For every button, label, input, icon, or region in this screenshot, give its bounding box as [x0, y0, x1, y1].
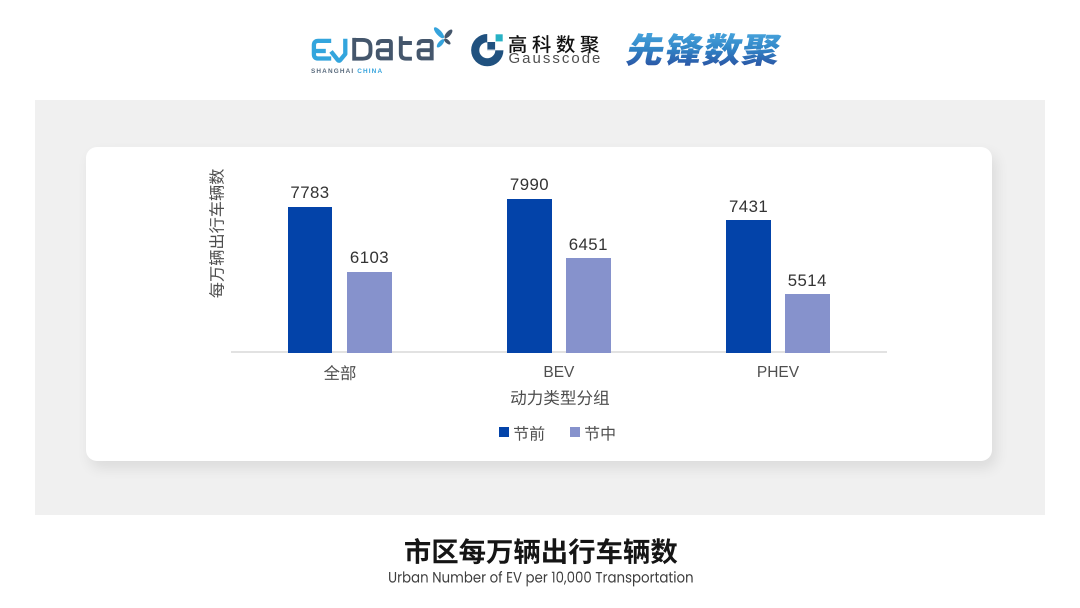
svg-text:SHANGHAI CHINA: SHANGHAI CHINA: [311, 68, 383, 75]
